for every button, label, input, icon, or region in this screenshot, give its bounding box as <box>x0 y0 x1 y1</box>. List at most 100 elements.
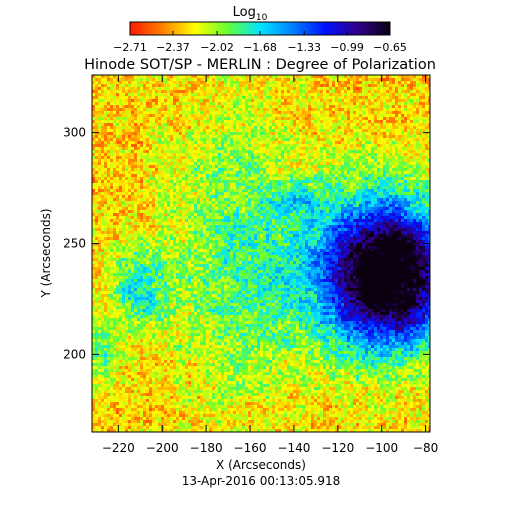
heatmap-cell <box>104 96 107 99</box>
heatmap-cell <box>98 102 101 105</box>
heatmap-cell <box>326 111 329 114</box>
heatmap-cell <box>293 186 296 189</box>
heatmap-cell <box>416 174 419 177</box>
heatmap-cell <box>419 168 422 171</box>
heatmap-cell <box>347 93 350 96</box>
heatmap-cell <box>299 138 302 141</box>
heatmap-cell <box>407 105 410 108</box>
heatmap-cell <box>413 174 416 177</box>
heatmap-cell <box>293 75 296 78</box>
heatmap-cell <box>158 186 161 189</box>
heatmap-cell <box>107 90 110 93</box>
heatmap-cell <box>281 99 284 102</box>
heatmap-cell <box>326 120 329 123</box>
heatmap-cell <box>143 114 146 117</box>
heatmap-cell <box>398 129 401 132</box>
heatmap-cell <box>293 204 296 207</box>
heatmap-cell <box>113 105 116 108</box>
heatmap-cell <box>164 84 167 87</box>
heatmap-cell <box>272 123 275 126</box>
heatmap-cell <box>257 195 260 198</box>
heatmap-cell <box>116 168 119 171</box>
heatmap-cell <box>377 201 380 204</box>
heatmap-cell <box>143 153 146 156</box>
heatmap-cell <box>311 114 314 117</box>
heatmap-cell <box>242 111 245 114</box>
heatmap-cell <box>131 162 134 165</box>
heatmap-cell <box>365 147 368 150</box>
heatmap-cell <box>299 126 302 129</box>
heatmap-cell <box>230 183 233 186</box>
heatmap-cell <box>269 198 272 201</box>
heatmap-cell <box>383 177 386 180</box>
heatmap-cell <box>122 90 125 93</box>
heatmap-cell <box>161 189 164 192</box>
heatmap-cell <box>221 120 224 123</box>
heatmap-cell <box>347 147 350 150</box>
heatmap-cell <box>374 180 377 183</box>
heatmap-cell <box>326 129 329 132</box>
heatmap-cell <box>137 102 140 105</box>
heatmap-cell <box>314 144 317 147</box>
heatmap-cell <box>239 84 242 87</box>
heatmap-cell <box>260 135 263 138</box>
heatmap-cell <box>134 132 137 135</box>
heatmap-cell <box>152 195 155 198</box>
heatmap-cell <box>380 153 383 156</box>
heatmap-cell <box>374 132 377 135</box>
heatmap-cell <box>422 174 425 177</box>
heatmap-cell <box>260 168 263 171</box>
heatmap-cell <box>152 186 155 189</box>
heatmap-cell <box>182 144 185 147</box>
heatmap-cell <box>302 183 305 186</box>
heatmap-cell <box>143 129 146 132</box>
heatmap-cell <box>107 165 110 168</box>
heatmap-cell <box>188 90 191 93</box>
heatmap-cell <box>119 111 122 114</box>
heatmap-cell <box>392 138 395 141</box>
heatmap-cell <box>200 111 203 114</box>
heatmap-cell <box>332 126 335 129</box>
heatmap-cell <box>119 102 122 105</box>
heatmap-cell <box>128 153 131 156</box>
heatmap-cell <box>320 99 323 102</box>
heatmap-cell <box>140 123 143 126</box>
heatmap-cell <box>308 168 311 171</box>
heatmap-cell <box>308 138 311 141</box>
heatmap-cell <box>179 150 182 153</box>
heatmap-cell <box>104 168 107 171</box>
heatmap-cell <box>413 147 416 150</box>
heatmap-cell <box>368 156 371 159</box>
heatmap-cell <box>272 159 275 162</box>
heatmap-cell <box>275 150 278 153</box>
heatmap-cell <box>377 111 380 114</box>
heatmap-cell <box>293 180 296 183</box>
heatmap-cell <box>233 129 236 132</box>
heatmap-cell <box>119 90 122 93</box>
heatmap-cell <box>395 204 398 207</box>
heatmap-cell <box>215 201 218 204</box>
heatmap-cell <box>131 192 134 195</box>
heatmap-cell <box>350 189 353 192</box>
heatmap-cell <box>404 78 407 81</box>
heatmap-cell <box>233 180 236 183</box>
heatmap-cell <box>419 201 422 204</box>
heatmap-cell <box>356 144 359 147</box>
heatmap-cell <box>296 96 299 99</box>
heatmap-cell <box>110 195 113 198</box>
heatmap-cell <box>254 192 257 195</box>
heatmap-cell <box>416 132 419 135</box>
heatmap-cell <box>380 198 383 201</box>
heatmap-cell <box>302 117 305 120</box>
heatmap-cell <box>146 96 149 99</box>
heatmap-cell <box>134 105 137 108</box>
heatmap-cell <box>176 90 179 93</box>
heatmap-cell <box>125 117 128 120</box>
heatmap-cell <box>392 159 395 162</box>
heatmap-cell <box>332 162 335 165</box>
heatmap-cell <box>401 201 404 204</box>
heatmap-cell <box>128 117 131 120</box>
heatmap-cell <box>323 168 326 171</box>
heatmap-cell <box>143 81 146 84</box>
heatmap-cell <box>353 153 356 156</box>
